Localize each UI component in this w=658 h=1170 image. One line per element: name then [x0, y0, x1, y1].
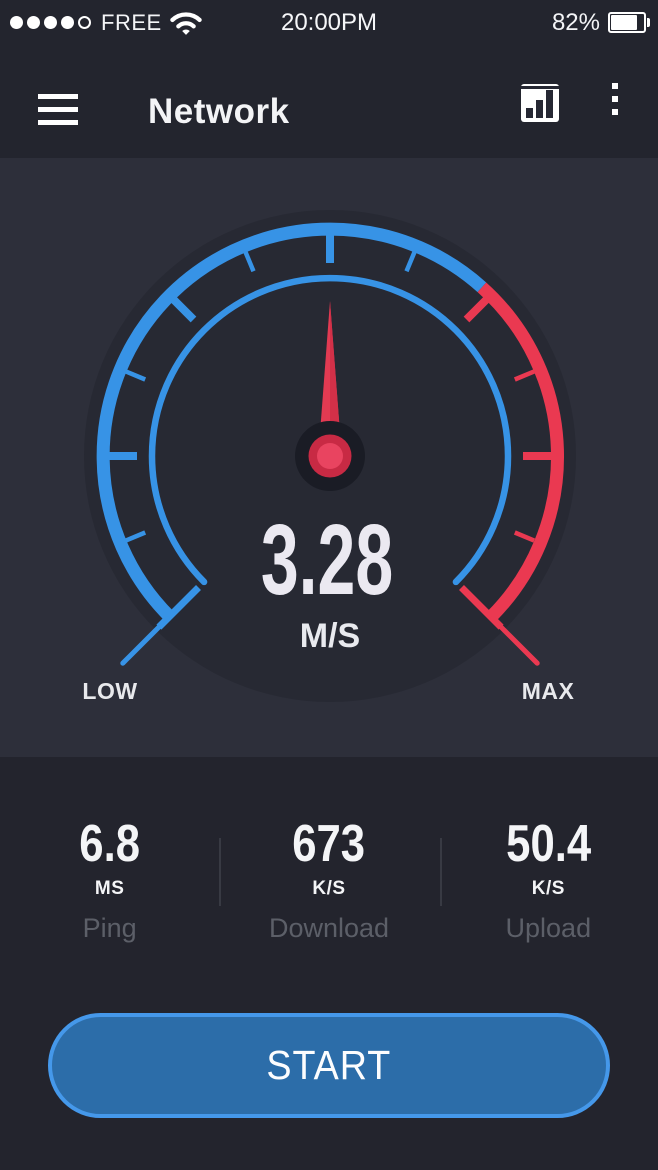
gauge-needle-icon	[295, 301, 365, 491]
battery-status: 82%	[551, 0, 650, 45]
ping-unit: MS	[94, 878, 125, 899]
gauge-value: 3.28	[261, 505, 393, 616]
carrier-label: FREE	[101, 9, 162, 35]
ping-label: Ping	[82, 913, 137, 943]
stat-upload: 50.4 K/S Upload	[439, 815, 658, 944]
stats-chart-icon[interactable]	[521, 84, 559, 122]
page-title: Network	[148, 92, 290, 131]
gauge-range-lines	[120, 616, 540, 666]
signal-dot-icon	[10, 16, 23, 29]
stats-divider	[219, 838, 221, 906]
download-value: 673	[292, 815, 366, 873]
start-button[interactable]: START	[48, 1013, 610, 1118]
signal-strength-icon: FREE	[10, 0, 203, 45]
battery-icon	[608, 12, 650, 33]
gauge-unit: M/S	[300, 617, 360, 655]
battery-percent-label: 82%	[551, 8, 600, 36]
start-button-label: START	[266, 1042, 392, 1088]
gauge-arc-blue	[96, 222, 487, 622]
stats-divider	[440, 838, 442, 906]
gauge-max-label: MAX	[522, 678, 575, 704]
battery-level	[611, 15, 637, 30]
stats-row: 6.8 MS Ping 673 K/S Download 50.4 K/S Up…	[0, 757, 658, 944]
upload-label: Upload	[505, 913, 592, 943]
stat-ping: 6.8 MS Ping	[0, 815, 219, 944]
download-label: Download	[268, 913, 390, 943]
signal-dot-empty-icon	[78, 16, 91, 29]
gauge-low-label: LOW	[82, 678, 137, 704]
results-section: 6.8 MS Ping 673 K/S Download 50.4 K/S Up…	[0, 757, 658, 1170]
speed-gauge: 3.28 M/S LOW MAX	[82, 210, 576, 704]
overflow-menu-icon[interactable]	[612, 83, 619, 122]
gauge-major-ticks	[101, 227, 559, 460]
upload-value: 50.4	[505, 815, 591, 873]
clock: 20:00PM	[280, 8, 378, 36]
upload-unit: K/S	[531, 878, 565, 899]
app-header: Network	[0, 45, 658, 158]
status-bar: FREE 20:00PM 82%	[0, 0, 658, 45]
signal-dot-icon	[61, 16, 74, 29]
battery-tip	[647, 18, 650, 27]
gauge-inner-arc	[148, 274, 512, 586]
wifi-icon	[169, 12, 202, 35]
stat-download: 673 K/S Download	[219, 815, 438, 944]
ping-value: 6.8	[79, 815, 141, 873]
signal-dot-icon	[27, 16, 40, 29]
download-unit: K/S	[312, 878, 346, 899]
gauge-section: 3.28 M/S LOW MAX	[0, 158, 658, 757]
gauge-arc-red	[477, 282, 564, 622]
signal-dot-icon	[44, 16, 57, 29]
gauge-minor-ticks	[124, 250, 536, 543]
hamburger-menu-icon[interactable]	[38, 94, 78, 125]
